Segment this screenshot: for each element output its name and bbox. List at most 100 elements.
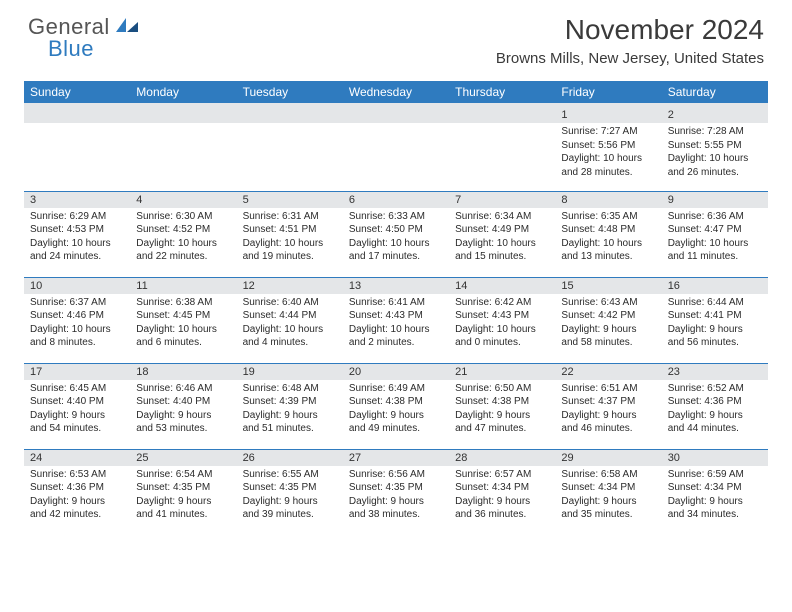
location-text: Browns Mills, New Jersey, United States bbox=[496, 50, 764, 67]
sunset-text: Sunset: 4:46 PM bbox=[30, 309, 124, 323]
calendar-day-cell: 25Sunrise: 6:54 AMSunset: 4:35 PMDayligh… bbox=[130, 449, 236, 535]
day-number: 23 bbox=[662, 364, 768, 380]
sunset-text: Sunset: 4:35 PM bbox=[243, 481, 337, 495]
weekday-header: Sunday bbox=[24, 81, 130, 105]
day-number: 30 bbox=[662, 450, 768, 466]
sunset-text: Sunset: 4:39 PM bbox=[243, 395, 337, 409]
day-number: 1 bbox=[555, 107, 661, 123]
calendar-day-cell: 5Sunrise: 6:31 AMSunset: 4:51 PMDaylight… bbox=[237, 191, 343, 277]
calendar-day-cell: 22Sunrise: 6:51 AMSunset: 4:37 PMDayligh… bbox=[555, 363, 661, 449]
sunset-text: Sunset: 4:37 PM bbox=[561, 395, 655, 409]
calendar-day-cell: 2Sunrise: 7:28 AMSunset: 5:55 PMDaylight… bbox=[662, 105, 768, 191]
calendar-day-cell: 30Sunrise: 6:59 AMSunset: 4:34 PMDayligh… bbox=[662, 449, 768, 535]
sunset-text: Sunset: 4:49 PM bbox=[455, 223, 549, 237]
calendar-day-cell: 11Sunrise: 6:38 AMSunset: 4:45 PMDayligh… bbox=[130, 277, 236, 363]
day-number: 28 bbox=[449, 450, 555, 466]
sunset-text: Sunset: 4:43 PM bbox=[455, 309, 549, 323]
sunset-text: Sunset: 4:36 PM bbox=[30, 481, 124, 495]
sunset-text: Sunset: 4:52 PM bbox=[136, 223, 230, 237]
day-details: Sunrise: 6:30 AMSunset: 4:52 PMDaylight:… bbox=[130, 208, 236, 268]
day-number bbox=[237, 107, 343, 123]
day-number: 12 bbox=[237, 278, 343, 294]
sunrise-text: Sunrise: 6:30 AM bbox=[136, 210, 230, 224]
day-number: 4 bbox=[130, 192, 236, 208]
day-number: 13 bbox=[343, 278, 449, 294]
sunrise-text: Sunrise: 6:41 AM bbox=[349, 296, 443, 310]
day-details: Sunrise: 6:33 AMSunset: 4:50 PMDaylight:… bbox=[343, 208, 449, 268]
sunrise-text: Sunrise: 6:38 AM bbox=[136, 296, 230, 310]
sunset-text: Sunset: 4:38 PM bbox=[349, 395, 443, 409]
daylight-text: Daylight: 10 hours and 17 minutes. bbox=[349, 237, 443, 264]
calendar-day-cell: 10Sunrise: 6:37 AMSunset: 4:46 PMDayligh… bbox=[24, 277, 130, 363]
day-details: Sunrise: 6:41 AMSunset: 4:43 PMDaylight:… bbox=[343, 294, 449, 354]
day-details: Sunrise: 6:52 AMSunset: 4:36 PMDaylight:… bbox=[662, 380, 768, 440]
day-details: Sunrise: 6:45 AMSunset: 4:40 PMDaylight:… bbox=[24, 380, 130, 440]
day-details: Sunrise: 6:38 AMSunset: 4:45 PMDaylight:… bbox=[130, 294, 236, 354]
weekday-header: Monday bbox=[130, 81, 236, 105]
daylight-text: Daylight: 10 hours and 8 minutes. bbox=[30, 323, 124, 350]
daylight-text: Daylight: 10 hours and 13 minutes. bbox=[561, 237, 655, 264]
calendar-week-row: 1Sunrise: 7:27 AMSunset: 5:56 PMDaylight… bbox=[24, 105, 768, 191]
calendar-day-cell: 13Sunrise: 6:41 AMSunset: 4:43 PMDayligh… bbox=[343, 277, 449, 363]
daylight-text: Daylight: 10 hours and 26 minutes. bbox=[668, 152, 762, 179]
sunset-text: Sunset: 4:41 PM bbox=[668, 309, 762, 323]
day-details: Sunrise: 7:27 AMSunset: 5:56 PMDaylight:… bbox=[555, 123, 661, 183]
calendar-day-cell: 15Sunrise: 6:43 AMSunset: 4:42 PMDayligh… bbox=[555, 277, 661, 363]
sunrise-text: Sunrise: 6:29 AM bbox=[30, 210, 124, 224]
sunrise-text: Sunrise: 6:37 AM bbox=[30, 296, 124, 310]
daylight-text: Daylight: 10 hours and 24 minutes. bbox=[30, 237, 124, 264]
day-details: Sunrise: 6:56 AMSunset: 4:35 PMDaylight:… bbox=[343, 466, 449, 526]
calendar-day-cell: 23Sunrise: 6:52 AMSunset: 4:36 PMDayligh… bbox=[662, 363, 768, 449]
sunset-text: Sunset: 4:40 PM bbox=[30, 395, 124, 409]
day-details: Sunrise: 6:34 AMSunset: 4:49 PMDaylight:… bbox=[449, 208, 555, 268]
calendar-day-cell: 8Sunrise: 6:35 AMSunset: 4:48 PMDaylight… bbox=[555, 191, 661, 277]
day-details: Sunrise: 6:36 AMSunset: 4:47 PMDaylight:… bbox=[662, 208, 768, 268]
sunset-text: Sunset: 4:47 PM bbox=[668, 223, 762, 237]
day-number bbox=[24, 107, 130, 123]
day-number: 2 bbox=[662, 107, 768, 123]
day-number bbox=[130, 107, 236, 123]
sunrise-text: Sunrise: 6:42 AM bbox=[455, 296, 549, 310]
day-number: 5 bbox=[237, 192, 343, 208]
sunset-text: Sunset: 4:34 PM bbox=[561, 481, 655, 495]
daylight-text: Daylight: 9 hours and 53 minutes. bbox=[136, 409, 230, 436]
day-details: Sunrise: 6:44 AMSunset: 4:41 PMDaylight:… bbox=[662, 294, 768, 354]
sunset-text: Sunset: 4:51 PM bbox=[243, 223, 337, 237]
day-number: 24 bbox=[24, 450, 130, 466]
sunrise-text: Sunrise: 6:45 AM bbox=[30, 382, 124, 396]
sunset-text: Sunset: 4:43 PM bbox=[349, 309, 443, 323]
daylight-text: Daylight: 10 hours and 22 minutes. bbox=[136, 237, 230, 264]
day-number: 17 bbox=[24, 364, 130, 380]
calendar-day-cell: 9Sunrise: 6:36 AMSunset: 4:47 PMDaylight… bbox=[662, 191, 768, 277]
sunset-text: Sunset: 4:40 PM bbox=[136, 395, 230, 409]
day-number: 18 bbox=[130, 364, 236, 380]
calendar-day-cell: 1Sunrise: 7:27 AMSunset: 5:56 PMDaylight… bbox=[555, 105, 661, 191]
day-details: Sunrise: 6:46 AMSunset: 4:40 PMDaylight:… bbox=[130, 380, 236, 440]
day-number: 3 bbox=[24, 192, 130, 208]
calendar-day-cell: 27Sunrise: 6:56 AMSunset: 4:35 PMDayligh… bbox=[343, 449, 449, 535]
calendar-day-cell: 19Sunrise: 6:48 AMSunset: 4:39 PMDayligh… bbox=[237, 363, 343, 449]
sunrise-text: Sunrise: 6:46 AM bbox=[136, 382, 230, 396]
sunset-text: Sunset: 4:34 PM bbox=[668, 481, 762, 495]
day-number bbox=[343, 107, 449, 123]
daylight-text: Daylight: 10 hours and 6 minutes. bbox=[136, 323, 230, 350]
daylight-text: Daylight: 10 hours and 11 minutes. bbox=[668, 237, 762, 264]
calendar-day-cell: 16Sunrise: 6:44 AMSunset: 4:41 PMDayligh… bbox=[662, 277, 768, 363]
sunset-text: Sunset: 4:36 PM bbox=[668, 395, 762, 409]
sunrise-text: Sunrise: 6:33 AM bbox=[349, 210, 443, 224]
logo: General Blue bbox=[28, 14, 140, 62]
daylight-text: Daylight: 9 hours and 54 minutes. bbox=[30, 409, 124, 436]
sunrise-text: Sunrise: 6:57 AM bbox=[455, 468, 549, 482]
sunrise-text: Sunrise: 6:31 AM bbox=[243, 210, 337, 224]
sunrise-text: Sunrise: 6:58 AM bbox=[561, 468, 655, 482]
daylight-text: Daylight: 10 hours and 4 minutes. bbox=[243, 323, 337, 350]
daylight-text: Daylight: 9 hours and 58 minutes. bbox=[561, 323, 655, 350]
day-number: 9 bbox=[662, 192, 768, 208]
calendar-day-cell: 26Sunrise: 6:55 AMSunset: 4:35 PMDayligh… bbox=[237, 449, 343, 535]
day-number: 11 bbox=[130, 278, 236, 294]
day-details: Sunrise: 6:37 AMSunset: 4:46 PMDaylight:… bbox=[24, 294, 130, 354]
day-details: Sunrise: 6:59 AMSunset: 4:34 PMDaylight:… bbox=[662, 466, 768, 526]
weekday-header: Tuesday bbox=[237, 81, 343, 105]
calendar-day-cell bbox=[237, 105, 343, 191]
daylight-text: Daylight: 9 hours and 47 minutes. bbox=[455, 409, 549, 436]
